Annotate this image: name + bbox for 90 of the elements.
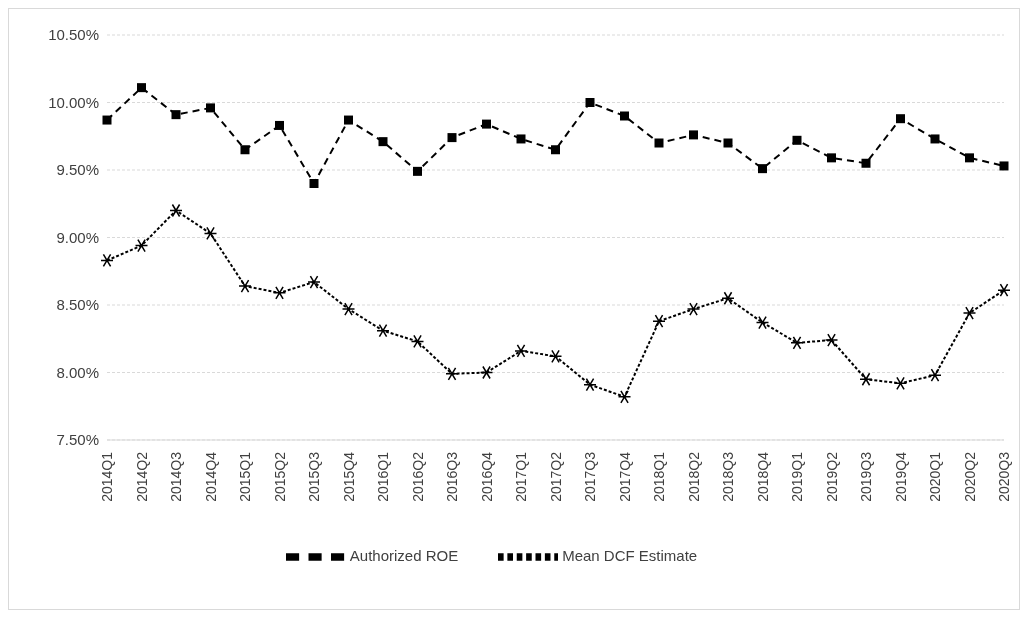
point <box>551 145 560 155</box>
point <box>445 367 459 381</box>
point <box>203 226 218 241</box>
y-tick-label: 9.00% <box>56 228 99 246</box>
legend-label: Mean DCF Estimate <box>562 546 698 564</box>
point <box>758 164 767 174</box>
point <box>928 368 942 382</box>
x-tick-label: 2019Q2 <box>823 451 840 502</box>
x-tick-label: 2020Q3 <box>996 451 1012 502</box>
x-tick-label: 2018Q2 <box>685 451 702 502</box>
x-tick-label: 2020Q1 <box>927 451 943 502</box>
y-tick-label: 10.50% <box>48 26 99 44</box>
point <box>790 336 804 350</box>
point <box>893 376 908 391</box>
y-tick-label: 9.50% <box>56 161 99 179</box>
point <box>861 158 871 168</box>
y-tick-label: 8.50% <box>56 296 99 314</box>
point <box>238 279 252 293</box>
x-tick-label: 2018Q3 <box>720 451 736 502</box>
point <box>309 179 319 188</box>
x-tick-label: 2015Q2 <box>271 451 288 502</box>
point <box>447 133 457 143</box>
point <box>169 203 183 218</box>
point <box>102 115 112 125</box>
x-tick-label: 2017Q2 <box>547 451 564 502</box>
point <box>100 253 114 268</box>
x-tick-label: 2016Q4 <box>478 451 495 502</box>
point <box>137 83 146 93</box>
point <box>617 390 632 404</box>
point <box>585 98 595 107</box>
point <box>410 334 425 349</box>
point <box>171 110 181 120</box>
x-tick-label: 2016Q3 <box>444 451 460 502</box>
point <box>482 119 491 129</box>
point <box>206 103 215 113</box>
x-tick-label: 2015Q3 <box>306 451 322 502</box>
point <box>479 365 494 380</box>
x-tick-label: 2014Q1 <box>99 451 115 502</box>
legend-label: Authorized ROE <box>349 546 459 564</box>
point <box>721 291 735 305</box>
x-tick-label: 2020Q2 <box>961 451 978 502</box>
point <box>514 344 528 358</box>
point <box>376 323 390 338</box>
point <box>755 315 770 330</box>
point <box>723 138 733 148</box>
y-tick-label: 7.50% <box>56 431 99 449</box>
point <box>824 333 839 347</box>
point <box>516 134 526 144</box>
point <box>583 377 597 392</box>
point <box>344 115 353 125</box>
x-tick-label: 2019Q4 <box>892 451 909 502</box>
x-tick-label: 2017Q3 <box>582 451 598 502</box>
point <box>965 153 974 163</box>
point <box>999 161 1009 171</box>
x-tick-label: 2018Q4 <box>754 451 771 502</box>
y-tick-label: 10.00% <box>48 93 99 111</box>
point <box>240 145 250 155</box>
point <box>686 302 701 316</box>
point <box>997 283 1011 297</box>
x-tick-label: 2015Q1 <box>237 451 253 502</box>
x-tick-label: 2019Q1 <box>789 451 805 502</box>
point <box>620 111 629 121</box>
point <box>341 302 356 316</box>
point <box>962 306 977 320</box>
point <box>134 238 149 253</box>
point <box>275 120 284 130</box>
point <box>689 130 698 140</box>
point <box>548 349 563 364</box>
x-tick-label: 2014Q4 <box>202 451 219 502</box>
point <box>930 134 940 144</box>
x-tick-label: 2016Q1 <box>375 451 391 502</box>
point <box>413 166 422 176</box>
point <box>307 275 321 289</box>
point <box>792 135 802 145</box>
x-tick-label: 2014Q3 <box>168 451 184 502</box>
point <box>654 138 664 148</box>
x-tick-label: 2015Q4 <box>340 451 357 502</box>
x-tick-label: 2016Q2 <box>409 451 426 502</box>
point <box>378 137 388 147</box>
x-tick-label: 2014Q2 <box>133 451 150 502</box>
point <box>896 114 905 124</box>
y-tick-label: 8.00% <box>56 363 99 381</box>
point <box>272 286 287 300</box>
point <box>652 314 666 328</box>
x-tick-label: 2018Q1 <box>651 451 667 502</box>
x-tick-label: 2019Q3 <box>858 451 874 502</box>
x-tick-label: 2017Q4 <box>616 451 633 502</box>
point <box>859 372 873 386</box>
x-tick-label: 2017Q1 <box>513 451 529 502</box>
point <box>827 153 836 163</box>
